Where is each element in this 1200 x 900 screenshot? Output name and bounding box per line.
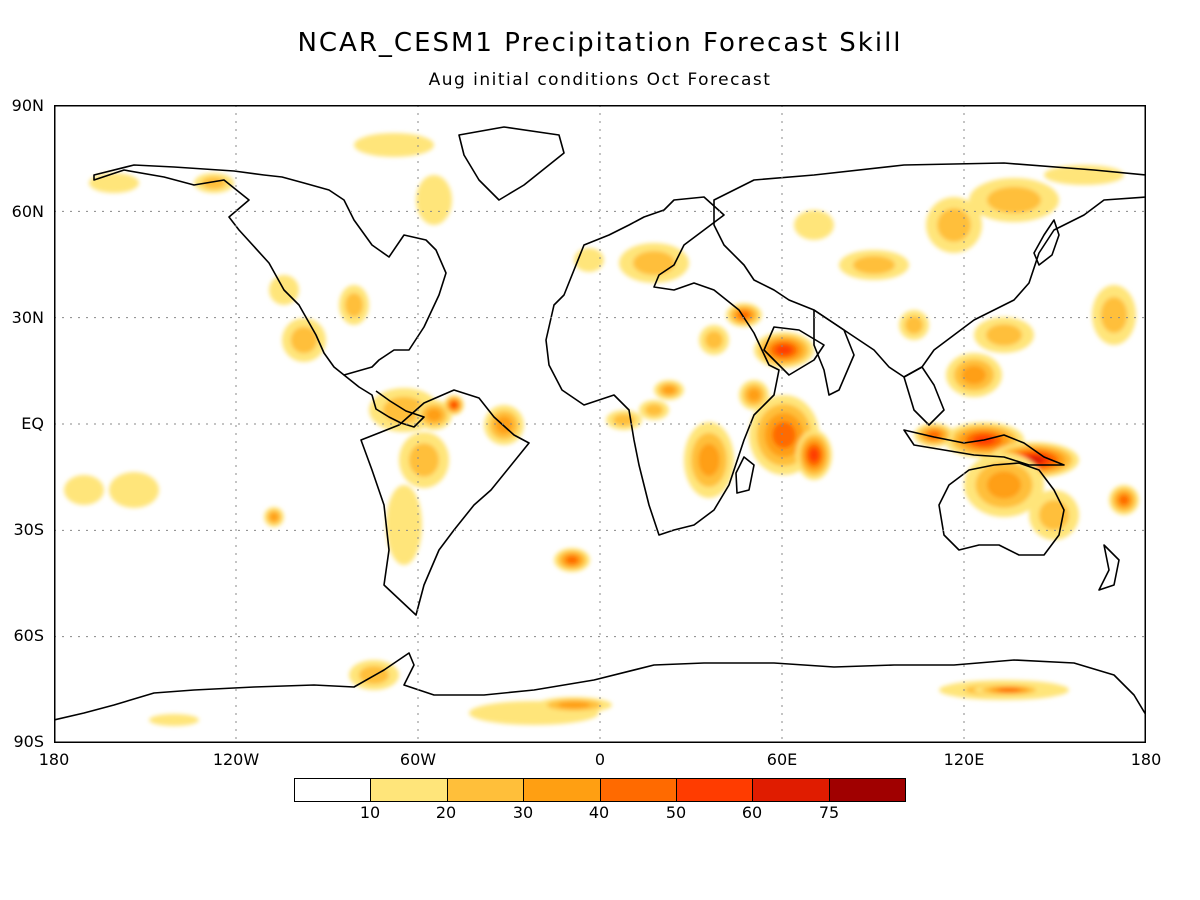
- skill-patch: [416, 175, 452, 225]
- skill-patch: [149, 714, 199, 726]
- coast-antarctica: [54, 652, 1146, 743]
- colorbar-box: [295, 779, 372, 801]
- colorbar-label-75: 75: [818, 803, 840, 822]
- skill-patch: [451, 402, 457, 408]
- skill-patch: [290, 326, 318, 354]
- skill-patch: [1039, 500, 1069, 530]
- coast-arabia: [763, 326, 825, 376]
- map-frame: [54, 105, 1146, 743]
- colorbar-label-50: 50: [665, 803, 687, 822]
- skill-patch: [574, 248, 604, 272]
- skill-patch: [109, 472, 159, 508]
- skill-patch: [345, 293, 363, 317]
- coast-japan: [1033, 219, 1060, 266]
- skill-patch: [747, 388, 761, 402]
- skill-patch: [986, 324, 1022, 346]
- skill-patch: [997, 688, 1021, 692]
- colorbar: [294, 778, 906, 802]
- lat-label-60s: 60S: [13, 626, 44, 645]
- skill-patch: [1044, 165, 1124, 185]
- skill-patch: [809, 448, 819, 462]
- coast-india: [813, 309, 855, 396]
- skill-patch: [662, 385, 676, 395]
- coast-madagascar: [735, 456, 755, 494]
- coast-asia: [713, 162, 1146, 378]
- colorbar-box: [829, 779, 905, 801]
- lat-label-eq: EQ: [21, 414, 44, 433]
- chart-title: NCAR_CESM1 Precipitation Forecast Skill: [297, 28, 903, 58]
- skill-patch: [64, 475, 104, 505]
- lon-label-0: 0: [594, 750, 606, 769]
- colorbar-label-40: 40: [588, 803, 610, 822]
- lon-label-120w: 120W: [212, 750, 260, 769]
- colorbar-label-30: 30: [512, 803, 534, 822]
- lat-label-60n: 60N: [11, 202, 44, 221]
- skill-patch: [645, 404, 663, 416]
- skill-patch: [426, 408, 442, 422]
- skill-patch: [705, 331, 723, 349]
- skill-patch: [775, 345, 793, 355]
- coast-indonesia: [903, 429, 1065, 466]
- lat-label-90s: 90S: [13, 732, 44, 751]
- lon-label-60e: 60E: [766, 750, 798, 769]
- skill-patch: [633, 251, 675, 275]
- skill-patch: [698, 443, 720, 477]
- gridlines: [54, 105, 1146, 743]
- skill-patch: [557, 701, 591, 709]
- lat-label-30n: 30N: [11, 308, 44, 327]
- coast-africa-europe: [545, 196, 780, 536]
- skill-patch: [89, 173, 139, 193]
- skill-patch: [566, 556, 578, 564]
- coast-southeast-asia: [903, 366, 945, 426]
- skill-shading: [64, 133, 1139, 726]
- coast-north-america: [93, 164, 447, 376]
- lon-label-180w: 180: [38, 750, 70, 769]
- skill-patch: [1100, 297, 1128, 333]
- skill-patch: [986, 471, 1022, 499]
- lat-label-30s: 30S: [13, 520, 44, 539]
- lat-label-90n: 90N: [11, 96, 44, 115]
- coast-greenland: [458, 126, 565, 201]
- skill-patch: [905, 316, 923, 334]
- colorbar-box: [753, 779, 830, 801]
- colorbar-box: [371, 779, 448, 801]
- colorbar-label-20: 20: [435, 803, 457, 822]
- lon-label-120e: 120E: [943, 750, 985, 769]
- skill-patch: [269, 512, 279, 522]
- skill-patch: [937, 208, 971, 242]
- lon-label-60w: 60W: [399, 750, 437, 769]
- skill-patch: [1119, 495, 1129, 505]
- lon-label-180e: 180: [1130, 750, 1162, 769]
- skill-patch: [772, 421, 796, 449]
- skill-patch: [354, 133, 434, 157]
- colorbar-box: [447, 779, 525, 801]
- coastlines: [54, 126, 1146, 743]
- skill-patch: [409, 443, 439, 477]
- world-map: [54, 105, 1146, 743]
- colorbar-label-60: 60: [741, 803, 763, 822]
- skill-patch: [386, 485, 422, 565]
- coast-australia: [938, 462, 1065, 556]
- colorbar-box: [600, 779, 677, 801]
- colorbar-box: [676, 779, 754, 801]
- skill-patch: [853, 256, 895, 274]
- colorbar-label-10: 10: [359, 803, 381, 822]
- skill-patch: [794, 210, 834, 240]
- chart-subtitle: Aug initial conditions Oct Forecast: [428, 70, 772, 90]
- coast-new-zealand: [1098, 544, 1120, 591]
- skill-patch: [987, 186, 1041, 214]
- colorbar-box: [524, 779, 601, 801]
- skill-patch: [962, 365, 986, 385]
